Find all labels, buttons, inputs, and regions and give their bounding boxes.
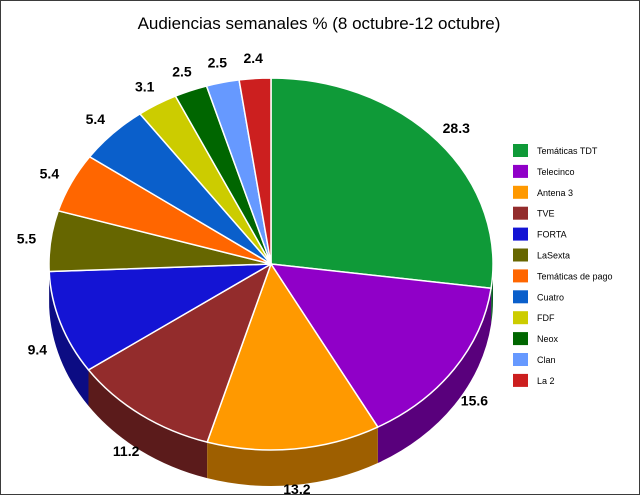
legend-swatch bbox=[513, 207, 528, 220]
legend-entry: Temáticas TDT bbox=[537, 146, 598, 156]
legend-entry: LaSexta bbox=[537, 251, 570, 261]
legend-entry: La 2 bbox=[537, 376, 555, 386]
pie-slice-tem-ticas-tdt bbox=[271, 78, 493, 288]
legend-entry: Clan bbox=[537, 355, 556, 365]
chart-title: Audiencias semanales % (8 octubre-12 oct… bbox=[138, 14, 501, 33]
legend-entry: Cuatro bbox=[537, 292, 564, 302]
legend-entry: FDF bbox=[537, 313, 555, 323]
legend-entry: TVE bbox=[537, 209, 555, 219]
data-label: 2.5 bbox=[172, 63, 192, 79]
pie-slices bbox=[49, 78, 493, 450]
data-label: 11.2 bbox=[113, 443, 140, 459]
legend-swatch bbox=[513, 311, 528, 324]
data-label: 13.2 bbox=[283, 481, 310, 496]
legend-swatch bbox=[513, 290, 528, 303]
data-label: 3.1 bbox=[135, 79, 155, 95]
data-label: 9.4 bbox=[28, 341, 48, 357]
data-label: 2.5 bbox=[208, 54, 228, 70]
data-label: 5.4 bbox=[40, 166, 60, 182]
legend-swatch bbox=[513, 228, 528, 241]
legend-swatch bbox=[513, 249, 528, 262]
data-label: 28.3 bbox=[443, 120, 470, 136]
legend-entry: Antena 3 bbox=[537, 188, 573, 198]
legend-swatch bbox=[513, 332, 528, 345]
legend-entry: Telecinco bbox=[537, 167, 575, 177]
legend-swatch bbox=[513, 165, 528, 178]
legend-swatch bbox=[513, 353, 528, 366]
legend: Temáticas TDT Telecinco Antena 3 TVE FORTA La… bbox=[507, 136, 619, 387]
legend-entry: FORTA bbox=[537, 230, 567, 240]
legend-swatch bbox=[513, 186, 528, 199]
data-label: 15.6 bbox=[461, 392, 488, 408]
legend-entry: Temáticas de pago bbox=[537, 271, 613, 281]
legend-swatch bbox=[513, 144, 528, 157]
legend-entry: Neox bbox=[537, 334, 559, 344]
data-label: 5.4 bbox=[86, 111, 106, 127]
legend-swatch bbox=[513, 374, 528, 387]
legend-swatch bbox=[513, 269, 528, 282]
data-label: 2.4 bbox=[244, 50, 264, 66]
data-label: 5.5 bbox=[17, 230, 37, 246]
